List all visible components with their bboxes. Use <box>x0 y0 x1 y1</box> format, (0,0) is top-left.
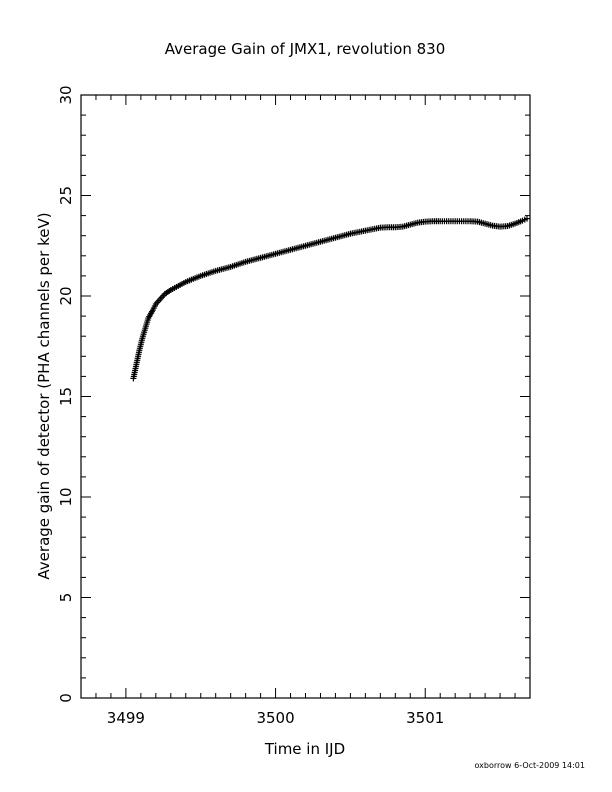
footer-stamp: oxborrow 6-Oct-2009 14:01 <box>475 761 585 770</box>
y-tick-label: 25 <box>57 186 75 205</box>
x-tick-label: 3499 <box>107 709 145 727</box>
x-tick-labels: 3499 3500 3501 <box>107 709 445 727</box>
y-tick-label: 30 <box>57 85 75 104</box>
x-axis-title: Time in IJD <box>264 740 345 758</box>
y-tick-label: 10 <box>57 487 75 506</box>
y-tick-label: 20 <box>57 286 75 305</box>
y-tick-labels: 0 5 10 15 20 25 30 <box>57 85 75 702</box>
y-axis-title: Average gain of detector (PHA channels p… <box>35 212 53 579</box>
y-tick-label: 0 <box>57 693 75 703</box>
axis-ticks <box>80 94 531 699</box>
y-tick-label: 5 <box>57 593 75 603</box>
y-tick-label: 15 <box>57 387 75 406</box>
chart-title: Average Gain of JMX1, revolution 830 <box>165 40 446 58</box>
x-tick-label: 3501 <box>406 709 444 727</box>
data-points <box>130 215 531 382</box>
plot-frame <box>80 94 531 699</box>
data-point <box>524 215 531 222</box>
x-tick-label: 3500 <box>256 709 294 727</box>
